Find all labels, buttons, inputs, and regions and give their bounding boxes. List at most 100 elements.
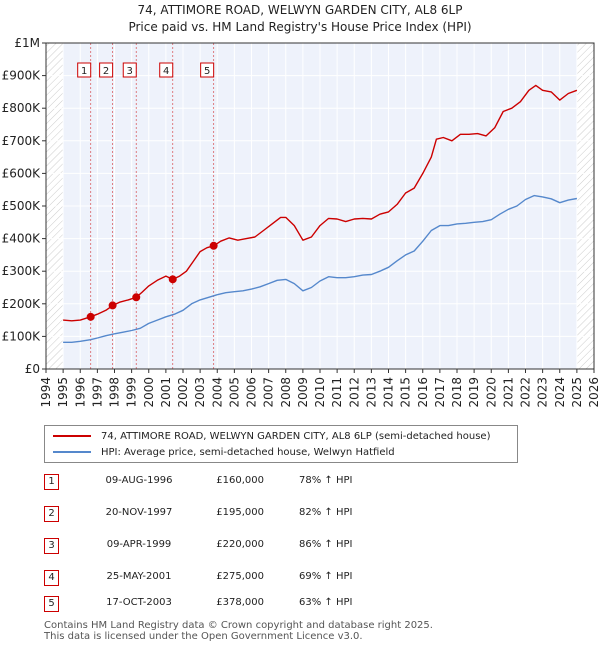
x-tick-label: 2020 <box>484 377 498 408</box>
legend-item-property: 74, ATTIMORE ROAD, WELWYN GARDEN CITY, A… <box>53 428 490 444</box>
price-chart: 1994 1995 1996 1997 1998 1999 2000 2001 2002 2003… <box>2 36 600 408</box>
y-tick-label: £300K <box>2 264 42 278</box>
sale-date: 20-NOV-1997 <box>105 507 173 518</box>
sale-hpi-change: 82% ↑ HPI <box>299 507 353 518</box>
sale-marker-label: 1 <box>81 66 87 77</box>
y-tick-label: £0 <box>25 362 40 376</box>
x-tick-label: 1997 <box>90 377 104 408</box>
x-tick-label: 2001 <box>159 377 173 408</box>
footer-license: This data is licensed under the Open Gov… <box>44 631 363 642</box>
sale-price: £160,000 <box>216 475 264 486</box>
hpi-series-line <box>63 194 578 343</box>
x-tick-label: 2021 <box>501 377 515 408</box>
table-row: 1 09-AUG-1996 £160,000 78% ↑ HPI <box>44 472 564 492</box>
x-tick-label: 2024 <box>553 377 567 408</box>
table-row: 2 20-NOV-1997 £195,000 82% ↑ HPI <box>44 504 564 524</box>
sale-marker-box <box>99 62 114 78</box>
y-tick-label: £600K <box>2 166 42 180</box>
x-tick-label: 2004 <box>210 377 224 408</box>
x-tick-label: 2012 <box>347 377 361 408</box>
sale-marker-label: 2 <box>103 66 109 77</box>
x-tick-label: 2025 <box>570 377 584 408</box>
chart-legend: 74, ATTIMORE ROAD, WELWYN GARDEN CITY, A… <box>44 425 518 463</box>
y-tick-label: £100K <box>2 329 42 343</box>
x-tick-label: 2022 <box>519 377 533 408</box>
y-tick-label: £500K <box>2 199 42 213</box>
x-tick-label: 2008 <box>279 377 293 408</box>
x-tick-label: 2016 <box>416 377 430 408</box>
sale-marker-box <box>77 62 92 78</box>
sale-point <box>132 293 141 302</box>
sale-price: £275,000 <box>216 571 264 582</box>
x-tick-label: 1999 <box>125 377 139 408</box>
x-tick-label: 2013 <box>364 377 378 408</box>
legend-swatch-property <box>53 435 91 437</box>
sale-price: £195,000 <box>216 507 264 518</box>
footer: Contains HM Land Registry data © Crown c… <box>44 620 433 642</box>
y-tick-label: £700K <box>2 134 42 148</box>
x-tick-label: 2018 <box>450 377 464 408</box>
plot-border <box>45 42 595 370</box>
chart-title: 74, ATTIMORE ROAD, WELWYN GARDEN CITY, A… <box>137 3 463 17</box>
sale-point <box>168 275 177 284</box>
sale-price: £220,000 <box>216 539 264 550</box>
sale-hpi-change: 86% ↑ HPI <box>299 539 353 550</box>
sale-date: 09-APR-1999 <box>106 539 172 550</box>
y-tick-label: £400K <box>2 232 42 246</box>
x-tick-label: 2007 <box>262 377 276 408</box>
sale-marker-box <box>122 62 137 78</box>
x-tick-label: 2005 <box>227 377 241 408</box>
sale-marker-label: 5 <box>204 66 210 77</box>
property-series-line <box>63 84 578 322</box>
sale-hpi-change: 78% ↑ HPI <box>299 475 353 486</box>
sale-marker-label: 4 <box>163 66 169 77</box>
x-tick-label: 2010 <box>313 377 327 408</box>
sale-point <box>86 312 95 321</box>
table-row: 5 17-OCT-2003 £378,000 63% ↑ HPI <box>44 594 564 614</box>
y-tick-label: £800K <box>2 101 42 115</box>
sale-price: £378,000 <box>216 597 264 608</box>
x-tick-label: 2000 <box>142 377 156 408</box>
sale-marker-label: 3 <box>127 66 133 77</box>
legend-swatch-hpi <box>53 451 91 453</box>
x-tick-label: 2017 <box>433 377 447 408</box>
chart-subtitle: Price paid vs. HM Land Registry's House … <box>128 20 472 34</box>
sale-number-badge: 1 <box>44 474 59 490</box>
sale-date: 09-AUG-1996 <box>105 475 173 486</box>
sale-date: 17-OCT-2003 <box>106 597 172 608</box>
sale-number-badge: 5 <box>44 596 59 612</box>
sale-point <box>108 301 117 310</box>
sale-marker-box <box>200 62 215 78</box>
x-tick-label: 2019 <box>467 377 481 408</box>
x-tick-label: 2002 <box>176 377 190 408</box>
y-tick-label: £900K <box>2 69 42 83</box>
x-tick-label: 1995 <box>56 377 70 408</box>
x-tick-label: 2014 <box>382 377 396 408</box>
y-tick-label: £200K <box>2 297 42 311</box>
sale-date: 25-MAY-2001 <box>106 571 172 582</box>
x-tick-label: 1996 <box>73 377 87 408</box>
x-tick-label: 2006 <box>245 377 259 408</box>
sale-number-badge: 2 <box>44 506 59 522</box>
x-tick-label: 2023 <box>536 377 550 408</box>
x-tick-label: 2026 <box>587 377 600 408</box>
sale-point <box>209 241 218 250</box>
legend-label-property: 74, ATTIMORE ROAD, WELWYN GARDEN CITY, A… <box>101 430 491 442</box>
table-row: 4 25-MAY-2001 £275,000 69% ↑ HPI <box>44 568 564 588</box>
sale-number-badge: 4 <box>44 570 59 586</box>
x-tick-label: 2011 <box>330 377 344 408</box>
sale-number-badge: 3 <box>44 538 59 554</box>
x-tick-label: 1994 <box>39 377 53 408</box>
sale-hpi-change: 69% ↑ HPI <box>299 571 353 582</box>
sale-hpi-change: 63% ↑ HPI <box>299 597 353 608</box>
y-tick-label: £1M <box>14 36 40 50</box>
footer-copyright: Contains HM Land Registry data © Crown c… <box>44 620 433 631</box>
x-tick-label: 2015 <box>399 377 413 408</box>
x-tick-label: 1998 <box>108 377 122 408</box>
table-row: 3 09-APR-1999 £220,000 86% ↑ HPI <box>44 536 564 556</box>
x-tick-label: 2009 <box>296 377 310 408</box>
legend-item-hpi: HPI: Average price, semi-detached house,… <box>53 444 395 460</box>
sale-marker-box <box>159 62 174 78</box>
x-tick-label: 2003 <box>193 377 207 408</box>
legend-label-hpi: HPI: Average price, semi-detached house,… <box>101 446 395 458</box>
